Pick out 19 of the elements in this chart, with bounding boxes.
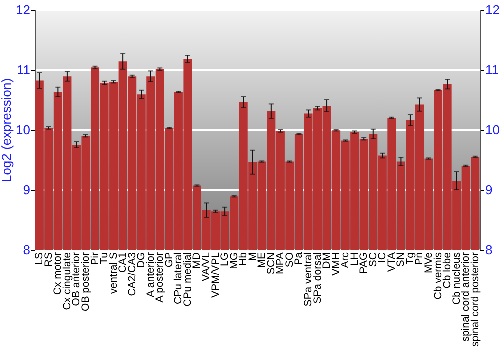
y2-tick-label: 12 <box>486 2 500 18</box>
y2-tick-label: 10 <box>486 122 500 138</box>
y-tick-label: 9 <box>23 182 30 198</box>
x-tick-label: Cx cingulate <box>61 252 74 310</box>
y2-tick-label: 9 <box>486 182 493 198</box>
y-tick-label: 8 <box>23 242 30 258</box>
x-tick-label: Pn <box>414 252 426 266</box>
y2-tick-label: 11 <box>486 62 499 78</box>
y-tick-label: 11 <box>17 62 30 78</box>
y2-tick-label: 8 <box>486 242 493 258</box>
y-axis-title: Log2 (expression) <box>0 78 14 183</box>
y-tick-label: 10 <box>16 122 30 138</box>
x-tick-label: SPa dorsal <box>312 252 324 304</box>
x-tick-label: LG <box>219 252 232 267</box>
y-tick-label: 12 <box>16 2 30 18</box>
x-tick-label: MVe <box>423 252 436 274</box>
x-tick-label: MD <box>191 252 204 269</box>
x-tick-label: Pir <box>89 252 102 266</box>
x-tick-label: CPu medial <box>182 252 194 307</box>
